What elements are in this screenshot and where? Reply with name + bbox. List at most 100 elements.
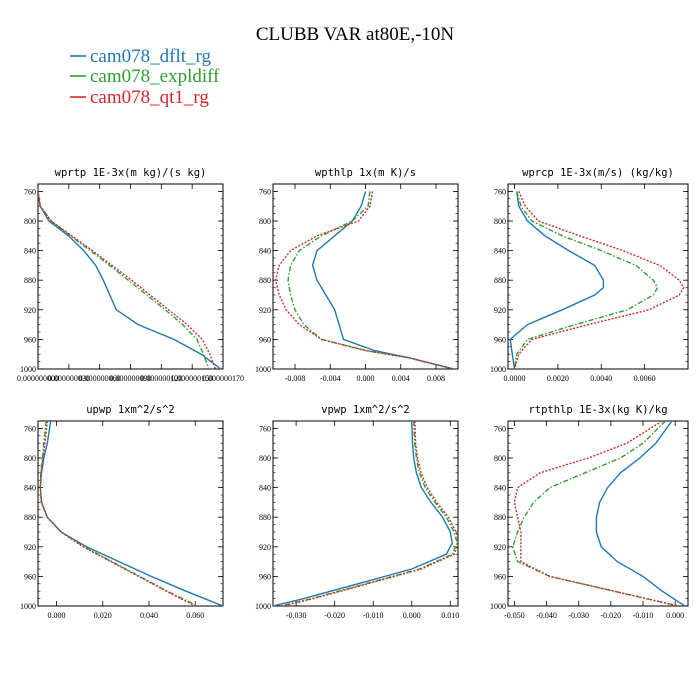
x-tick-label: 0.010 xyxy=(441,611,459,620)
y-tick-label: 760 xyxy=(259,424,271,433)
panel-title: rtpthlp 1E-3x(kg K)/kg xyxy=(528,404,667,416)
x-tick-label: 0.004 xyxy=(392,374,410,383)
series-line-cam078_expldiff xyxy=(287,191,454,369)
x-tick-label: -0.008 xyxy=(285,374,306,383)
plot-frame xyxy=(272,420,459,607)
y-tick-label: 1000 xyxy=(255,602,271,611)
series-line-cam078_expldiff xyxy=(513,191,659,369)
y-tick-label: 760 xyxy=(494,187,506,196)
y-tick-label: 960 xyxy=(259,572,271,581)
y-tick-label: 800 xyxy=(259,217,271,226)
series-line-cam078_expldiff xyxy=(38,191,210,369)
y-tick-label: 920 xyxy=(259,306,271,315)
series-line-cam078_expldiff xyxy=(39,421,198,606)
y-tick-label: 920 xyxy=(494,543,506,552)
panel-title: vpwp 1xm^2/s^2 xyxy=(321,404,410,416)
panels: wprtp 1E-3x(m kg)/(s kg) 760 800 840 880 920 9… xyxy=(17,167,689,620)
legend: cam078_dflt_rg cam078_expldiff cam078_qt… xyxy=(70,46,220,108)
series-line-cam078_dflt_rg xyxy=(39,421,223,606)
panel-5: vpwp 1xm^2/s^2 760 800 840 880 920 960 1000 -0.0… xyxy=(255,404,459,620)
x-tick-label: 0.000 xyxy=(666,611,684,620)
y-tick-label: 760 xyxy=(494,424,506,433)
y-tick-label: 1000 xyxy=(20,365,36,374)
x-tick-label: 0.000 xyxy=(403,611,421,620)
x-tick-label: 0.000 xyxy=(357,374,375,383)
series-line-cam078_qt1_rg xyxy=(513,421,679,606)
y-tick-label: 760 xyxy=(24,424,36,433)
x-tick-label: -0.030 xyxy=(286,611,307,620)
x-tick-label: 0.000000060 xyxy=(79,374,121,383)
y-tick-label: 800 xyxy=(494,454,506,463)
series-line-cam078_qt1_rg xyxy=(282,421,458,606)
legend-item-qt1: cam078_qt1_rg xyxy=(70,87,209,108)
x-tick-label: 0.020 xyxy=(94,611,112,620)
plot-frame xyxy=(507,183,689,370)
x-tick-label: -0.030 xyxy=(568,611,589,620)
y-tick-label: 960 xyxy=(24,335,36,344)
x-tick-label: 0.0000 xyxy=(504,374,526,383)
figure-title: CLUBB VAR at80E,-10N xyxy=(256,24,455,45)
y-tick-label: 960 xyxy=(24,572,36,581)
x-tick-label: -0.020 xyxy=(601,611,622,620)
x-tick-label: -0.040 xyxy=(536,611,557,620)
legend-label-dflt: cam078_dflt_rg xyxy=(90,46,212,67)
panel-2: wpthlp 1x(m K)/s 760 800 840 880 920 960 1000 -0… xyxy=(255,167,459,383)
series-line-cam078_dflt_rg xyxy=(509,191,605,369)
y-tick-label: 800 xyxy=(494,217,506,226)
y-tick-label: 840 xyxy=(24,247,36,256)
panel-6: rtpthlp 1E-3x(kg K)/kg 760 800 840 880 920 960… xyxy=(490,404,689,620)
y-tick-label: 840 xyxy=(494,484,506,493)
x-tick-label: 0.060 xyxy=(186,611,204,620)
panel-title: wprcp 1E-3x(m/s) (kg/kg) xyxy=(522,167,674,179)
series-line-cam078_qt1_rg xyxy=(513,191,685,369)
series-line-cam078_dflt_rg xyxy=(38,191,222,369)
x-tick-label: 0.000000170 xyxy=(202,374,244,383)
y-tick-label: 1000 xyxy=(490,602,506,611)
x-tick-label: 0.000000120 xyxy=(140,374,182,383)
y-tick-label: 1000 xyxy=(20,602,36,611)
panel-title: wpthlp 1x(m K)/s xyxy=(315,167,416,179)
x-tick-label: -0.004 xyxy=(320,374,341,383)
series-line-cam078_dflt_rg xyxy=(311,191,454,369)
plot-frame xyxy=(37,183,224,370)
plot-frame xyxy=(37,420,224,607)
series-line-cam078_qt1_rg xyxy=(39,421,196,606)
y-tick-label: 840 xyxy=(259,484,271,493)
panel-title: wprtp 1E-3x(m kg)/(s kg) xyxy=(55,167,207,179)
series-line-cam078_qt1_rg xyxy=(38,191,217,369)
panel-4: upwp 1xm^2/s^2 760 800 840 880 920 960 1000 0.00… xyxy=(20,404,224,620)
panel-title: upwp 1xm^2/s^2 xyxy=(86,404,175,416)
x-tick-label: 0.0060 xyxy=(634,374,656,383)
x-tick-label: -0.010 xyxy=(633,611,654,620)
y-tick-label: 880 xyxy=(24,276,36,285)
legend-label-expldiff: cam078_expldiff xyxy=(90,66,220,87)
y-tick-label: 920 xyxy=(259,543,271,552)
y-tick-label: 880 xyxy=(259,276,271,285)
plot-frame xyxy=(507,420,689,607)
x-tick-label: 0.008 xyxy=(427,374,445,383)
y-tick-label: 920 xyxy=(24,543,36,552)
x-tick-label: -0.050 xyxy=(504,611,525,620)
y-tick-label: 880 xyxy=(259,513,271,522)
y-tick-label: 840 xyxy=(24,484,36,493)
x-tick-label: 0.000000030 xyxy=(48,374,90,383)
y-tick-label: 840 xyxy=(494,247,506,256)
series-line-cam078_expldiff xyxy=(280,421,458,606)
y-tick-label: 760 xyxy=(24,187,36,196)
panel-3: wprcp 1E-3x(m/s) (kg/kg) 760 800 840 880 920 9… xyxy=(490,167,689,383)
x-tick-label: 0.000000090 xyxy=(110,374,152,383)
legend-label-qt1: cam078_qt1_rg xyxy=(90,87,209,108)
panel-1: wprtp 1E-3x(m kg)/(s kg) 760 800 840 880 920 9… xyxy=(17,167,244,383)
x-tick-label: -0.020 xyxy=(324,611,345,620)
legend-item-dflt: cam078_dflt_rg xyxy=(70,46,212,67)
x-tick-label: 0.000 xyxy=(48,611,66,620)
y-tick-label: 960 xyxy=(259,335,271,344)
y-tick-label: 760 xyxy=(259,187,271,196)
y-tick-label: 960 xyxy=(494,335,506,344)
x-tick-label: 0.000000150 xyxy=(171,374,213,383)
y-tick-label: 1000 xyxy=(255,365,271,374)
legend-item-expldiff: cam078_expldiff xyxy=(70,66,220,87)
x-tick-label: 0.0020 xyxy=(547,374,569,383)
series-line-cam078_dflt_rg xyxy=(273,421,453,606)
